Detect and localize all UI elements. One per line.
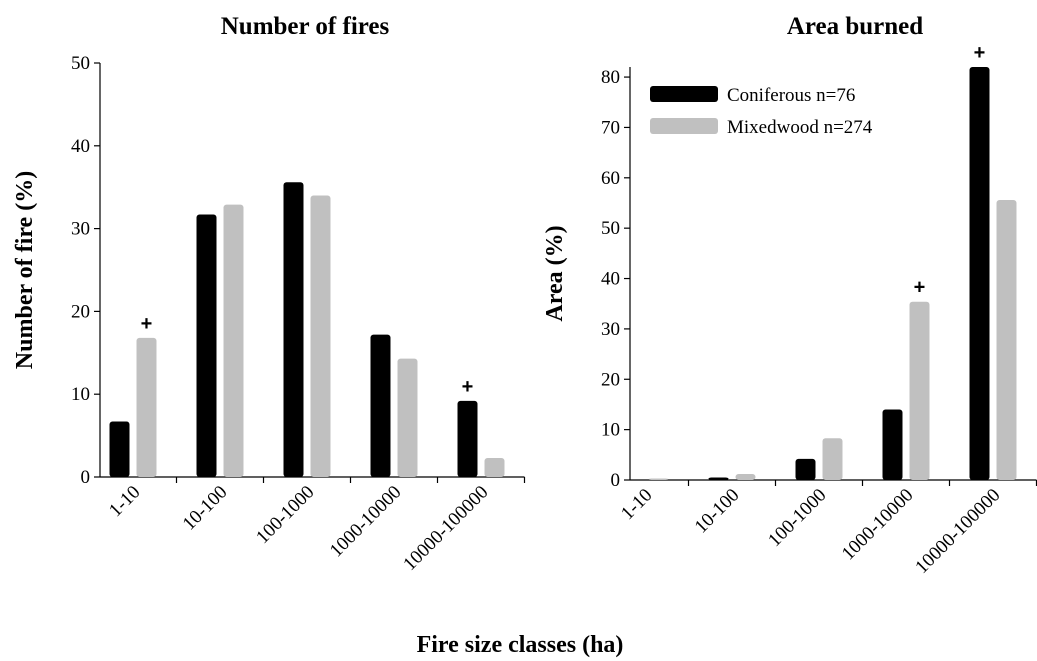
- bar: [196, 214, 217, 478]
- annotation: +: [914, 277, 926, 299]
- y-axis-label: Area (%): [542, 225, 568, 321]
- x-tick-label: 100-1000: [764, 485, 830, 551]
- bar: [484, 457, 505, 477]
- y-tick-label: 80: [601, 67, 620, 88]
- bar: [648, 478, 669, 480]
- legend-swatch: [650, 118, 718, 134]
- bar: [909, 301, 930, 480]
- x-tick-label: 1000-10000: [838, 485, 918, 565]
- x-tick-label: 1000-10000: [326, 482, 406, 562]
- y-axis-label: Number of fire (%): [12, 171, 38, 369]
- y-tick-label: 70: [601, 117, 620, 138]
- y-tick-label: 0: [81, 467, 91, 488]
- chart-title: Area burned: [787, 13, 923, 40]
- bar: [969, 67, 990, 480]
- x-tick-label: 1-10: [617, 485, 656, 524]
- y-tick-label: 0: [611, 470, 621, 491]
- y-tick-label: 20: [601, 369, 620, 390]
- y-tick-label: 50: [71, 53, 90, 74]
- annotation: +: [462, 376, 474, 398]
- annotation: +: [141, 313, 153, 335]
- bar: [996, 199, 1017, 480]
- bar: [310, 195, 331, 478]
- y-tick-label: 60: [601, 168, 620, 189]
- bar: [223, 204, 244, 477]
- y-tick-label: 20: [71, 301, 90, 322]
- x-axis-label: Fire size classes (ha): [417, 632, 624, 658]
- bar: [735, 473, 756, 480]
- annotation: +: [974, 42, 986, 64]
- y-tick-label: 40: [601, 269, 620, 290]
- bar: [370, 334, 391, 477]
- legend-label: Mixedwood n=274: [727, 117, 873, 138]
- y-tick-label: 10: [71, 384, 90, 405]
- bar: [822, 438, 843, 480]
- bar: [397, 358, 418, 477]
- bar: [708, 477, 729, 480]
- y-tick-label: 30: [71, 219, 90, 240]
- x-tick-label: 1-10: [105, 482, 144, 521]
- x-tick-label: 10000-100000: [911, 485, 1004, 578]
- legend-swatch: [650, 86, 718, 102]
- y-tick-label: 30: [601, 319, 620, 340]
- legend-label: Coniferous n=76: [727, 85, 855, 106]
- bar: [136, 337, 157, 477]
- bar: [795, 458, 816, 480]
- y-tick-label: 40: [71, 136, 90, 157]
- y-tick-label: 50: [601, 218, 620, 239]
- x-tick-label: 10-100: [691, 485, 744, 538]
- x-tick-label: 10-100: [179, 482, 232, 535]
- bar: [882, 409, 903, 480]
- y-tick-label: 10: [601, 420, 620, 441]
- chart-title: Number of fires: [221, 13, 390, 40]
- bar: [109, 421, 130, 477]
- bar: [283, 182, 304, 477]
- x-tick-label: 100-1000: [252, 482, 318, 548]
- bar: [457, 400, 478, 477]
- x-tick-label: 10000-100000: [399, 482, 492, 575]
